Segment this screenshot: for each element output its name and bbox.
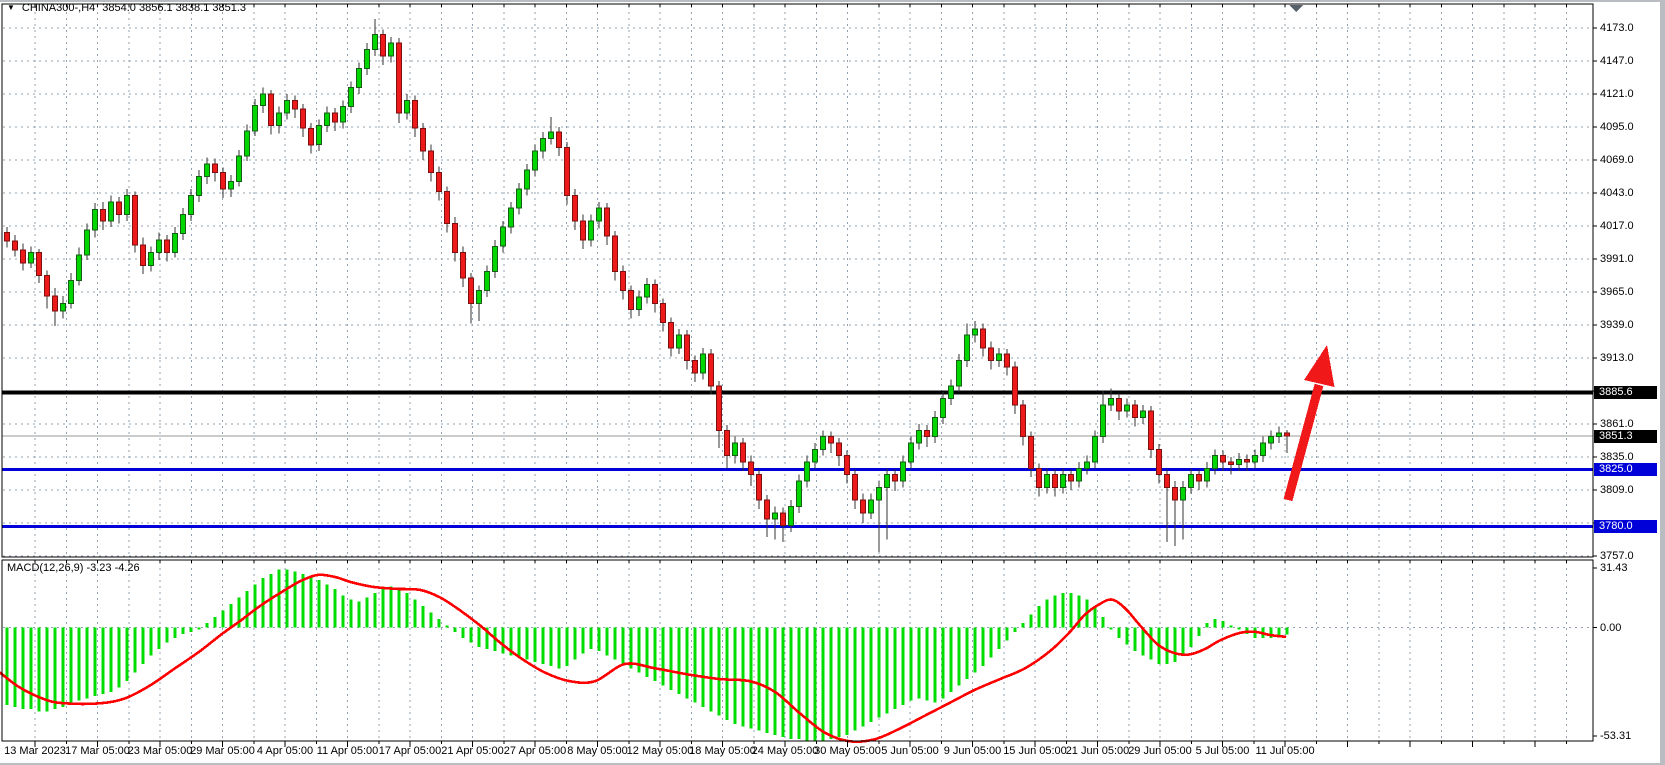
price-tick-label: 3809.0	[1600, 483, 1634, 496]
chart-shift-marker-icon[interactable]	[1289, 5, 1303, 12]
time-tick-label: 8 May 05:00	[567, 745, 628, 757]
price-level-badge: 3885.6	[1594, 386, 1657, 400]
time-tick-label: 27 Apr 05:00	[503, 745, 567, 757]
price-tick-label: 3913.0	[1600, 351, 1634, 364]
price-tick-label: 3861.0	[1600, 417, 1634, 430]
price-tick-label: 4017.0	[1600, 219, 1634, 232]
time-tick-label: 18 May 05:00	[689, 745, 756, 757]
candles-up	[28, 33, 1282, 526]
ohlc-readout: 3854.0 3856.1 3838.1 3851.3	[102, 2, 247, 14]
price-tick-label: 3757.0	[1600, 549, 1634, 562]
macd-signal-line	[0, 573, 1287, 744]
time-tick-label: 4 Apr 05:00	[256, 745, 314, 757]
price-tick-label: 4043.0	[1600, 186, 1634, 199]
time-tick-label: 5 Jul 05:00	[1195, 745, 1250, 757]
price-tick-label: 4121.0	[1600, 87, 1634, 100]
price-tick-label: 4069.0	[1600, 153, 1634, 166]
macd-tick-label: 31.43	[1600, 562, 1628, 574]
horizontal-level-lines[interactable]	[2, 390, 1593, 529]
chevron-down-icon[interactable]: ▼	[7, 2, 15, 12]
time-tick-label: 29 Mar 05:00	[190, 745, 255, 757]
price-tick-label: 3991.0	[1600, 252, 1634, 265]
time-tick-label: 17 Mar 05:00	[65, 745, 130, 757]
time-tick-label: 11 Apr 05:00	[316, 745, 379, 757]
time-tick-label: 13 Mar 2023	[4, 745, 66, 757]
window-frame-top	[0, 0, 1665, 2]
price-tick-label: 4147.0	[1600, 54, 1634, 67]
price-level-badge: 3825.0	[1594, 463, 1657, 477]
price-tick-label: 3835.0	[1600, 450, 1634, 463]
macd-tick-label: 0.00	[1600, 621, 1622, 634]
axis-tick-marks	[34, 4, 1597, 747]
macd-histogram	[5, 569, 1289, 742]
price-level-badge: 3851.3	[1594, 429, 1657, 443]
window-frame-bottom	[0, 763, 1665, 765]
time-tick-label: 29 Jun 05:00	[1128, 745, 1192, 757]
symbol-header: ▼ CHINA300-,H4 3854.0 3856.1 3838.1 3851…	[7, 2, 246, 14]
price-tick-label: 3965.0	[1600, 285, 1634, 298]
time-tick-label: 9 Jun 05:00	[943, 745, 1002, 757]
trend-arrow-annotation[interactable]	[1283, 345, 1335, 502]
time-tick-label: 12 May 05:00	[626, 745, 694, 757]
symbol-title: CHINA300-,H4	[21, 2, 96, 14]
grid-lines	[3, 6, 1592, 740]
time-tick-label: 23 Mar 05:00	[127, 745, 193, 757]
time-tick-label: 21 Apr 05:00	[441, 745, 504, 757]
price-tick-label: 4095.0	[1600, 120, 1634, 133]
price-level-badge: 3780.0	[1594, 520, 1657, 534]
macd-indicator-label: MACD(12,26,9) -3.23 -4.26	[7, 562, 140, 574]
time-tick-label: 17 Apr 05:00	[378, 745, 442, 757]
macd-tick-label: -53.31	[1600, 730, 1632, 742]
time-tick-label: 21 Jun 05:00	[1065, 745, 1130, 757]
price-tick-label: 3939.0	[1600, 318, 1634, 331]
price-tick-label: 4173.0	[1600, 22, 1634, 34]
window-frame-right	[1660, 0, 1665, 765]
time-tick-label: 15 Jun 05:00	[1003, 745, 1067, 757]
candles-down	[4, 33, 1290, 526]
time-tick-label: 30 May 05:00	[814, 745, 881, 757]
time-tick-label: 24 May 05:00	[751, 745, 819, 757]
time-tick-label: 11 Jul 05:00	[1255, 745, 1315, 757]
time-tick-label: 5 Jun 05:00	[881, 745, 939, 757]
